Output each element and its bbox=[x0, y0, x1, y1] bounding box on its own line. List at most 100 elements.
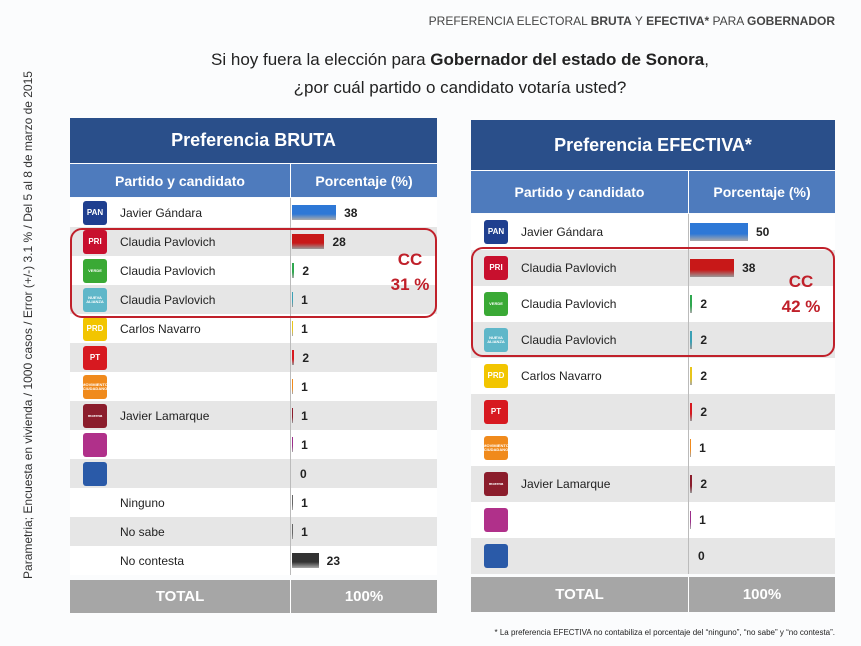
bar bbox=[292, 553, 319, 568]
value-label: 0 bbox=[698, 549, 705, 563]
footnote: * La preferencia EFECTIVA no contabiliza… bbox=[494, 628, 835, 637]
table-row bbox=[471, 394, 835, 430]
party-logo: PRD bbox=[484, 364, 508, 388]
column-divider bbox=[290, 227, 291, 256]
value-label: 23 bbox=[326, 553, 341, 568]
party-logo bbox=[484, 508, 508, 532]
question-text: Si hoy fuera la elección para bbox=[211, 50, 431, 69]
column-divider bbox=[290, 314, 291, 343]
table-row bbox=[471, 430, 835, 466]
value-label: 2 bbox=[700, 405, 707, 419]
value-label: 1 bbox=[699, 441, 706, 455]
value-label: 38 bbox=[344, 205, 358, 220]
bar bbox=[690, 331, 693, 349]
value-label: 1 bbox=[301, 495, 308, 510]
total-label: TOTAL bbox=[70, 580, 290, 613]
value-label: 1 bbox=[301, 524, 308, 539]
party-logo: VERDE bbox=[484, 292, 508, 316]
bar bbox=[292, 292, 294, 307]
bar bbox=[292, 205, 337, 220]
value-label: 2 bbox=[302, 263, 309, 278]
table-title: Preferencia BRUTA bbox=[70, 118, 437, 163]
coalition-outline bbox=[70, 228, 437, 318]
source: Parametria; Encuesta en vivienda / 1000 … bbox=[21, 71, 35, 579]
bar bbox=[292, 321, 294, 336]
bar bbox=[690, 511, 692, 529]
total-label: TOTAL bbox=[471, 577, 688, 612]
table-row bbox=[70, 430, 437, 459]
question-line: ¿por cuál partido o candidato votaría us… bbox=[100, 78, 820, 98]
coalition-label: CC bbox=[397, 250, 423, 269]
candidate: Claudia Pavlovich bbox=[521, 261, 617, 275]
party-logo: PRI bbox=[83, 229, 107, 254]
value-label: 1 bbox=[301, 379, 308, 394]
party-logo: MOVIMIENTO CIUDADANO bbox=[484, 436, 508, 460]
column-divider bbox=[290, 198, 291, 227]
header-text: GOBERNADOR bbox=[746, 14, 835, 28]
bar bbox=[292, 495, 294, 510]
bar bbox=[690, 295, 693, 313]
candidate: Javier Gándara bbox=[120, 205, 203, 220]
party-logo: PRI bbox=[484, 256, 508, 280]
table-title: Preferencia EFECTIVA* bbox=[471, 120, 835, 170]
candidate: Javier Lamarque bbox=[120, 408, 210, 423]
bar bbox=[292, 379, 294, 394]
column-divider bbox=[290, 372, 291, 401]
candidate: Claudia Pavlovich bbox=[120, 234, 216, 249]
party-logo: NUEVA ALIANZA bbox=[83, 287, 107, 312]
bar bbox=[690, 475, 693, 493]
table-row bbox=[70, 256, 437, 285]
candidate: Javier Gándara bbox=[521, 225, 604, 239]
column-header: Porcentaje (%) bbox=[290, 163, 437, 197]
bar bbox=[292, 437, 294, 452]
value-label: 50 bbox=[756, 225, 770, 239]
bar bbox=[292, 350, 295, 365]
table-row bbox=[70, 372, 437, 401]
value-label: 2 bbox=[700, 369, 707, 383]
party-logo: PT bbox=[83, 345, 107, 370]
column-header: Partido y candidato bbox=[471, 170, 688, 213]
total-value: 100% bbox=[688, 577, 835, 612]
bar bbox=[690, 367, 693, 385]
column-divider bbox=[688, 250, 689, 286]
column-divider bbox=[688, 466, 689, 502]
table-row bbox=[471, 466, 835, 502]
column-divider bbox=[290, 488, 291, 517]
value-label: 2 bbox=[700, 333, 707, 347]
candidate: Claudia Pavlovich bbox=[120, 263, 216, 278]
candidate: Claudia Pavlovich bbox=[120, 292, 216, 307]
header-text: EFECTIVA* bbox=[646, 14, 710, 28]
column-divider bbox=[688, 394, 689, 430]
candidate: Claudia Pavlovich bbox=[521, 297, 617, 311]
table-row bbox=[70, 546, 437, 575]
table-row bbox=[70, 227, 437, 256]
party-logo bbox=[83, 461, 107, 486]
table-row bbox=[471, 502, 835, 538]
column-divider bbox=[290, 517, 291, 546]
column-divider bbox=[290, 401, 291, 430]
question-text: ¿por cuál partido o candidato votaría us… bbox=[293, 78, 627, 97]
value-label: 2 bbox=[700, 477, 707, 491]
candidate: Ninguno bbox=[120, 495, 165, 510]
column-divider bbox=[290, 343, 291, 372]
question-text: Gobernador del estado de Sonora bbox=[430, 50, 705, 69]
column-divider bbox=[688, 538, 689, 574]
party-logo: morena bbox=[484, 472, 508, 496]
value-label: 0 bbox=[300, 466, 307, 481]
value-label: 2 bbox=[700, 297, 707, 311]
party-logo: PAN bbox=[83, 200, 107, 225]
value-label: 1 bbox=[301, 437, 308, 452]
header: PREFERENCIA ELECTORAL BRUTA Y EFECTIVA* … bbox=[429, 14, 835, 28]
question-line: Si hoy fuera la elección para Gobernador… bbox=[100, 50, 820, 70]
value-label: 2 bbox=[302, 350, 309, 365]
party-logo: NUEVA ALIANZA bbox=[484, 328, 508, 352]
header-text: PREFERENCIA ELECTORAL bbox=[428, 14, 591, 28]
table-row bbox=[70, 517, 437, 546]
table-row bbox=[471, 538, 835, 574]
party-logo bbox=[484, 544, 508, 568]
bar bbox=[292, 524, 294, 539]
header-text: BRUTA bbox=[590, 14, 632, 28]
candidate: Javier Lamarque bbox=[521, 477, 611, 491]
table-row bbox=[70, 343, 437, 372]
